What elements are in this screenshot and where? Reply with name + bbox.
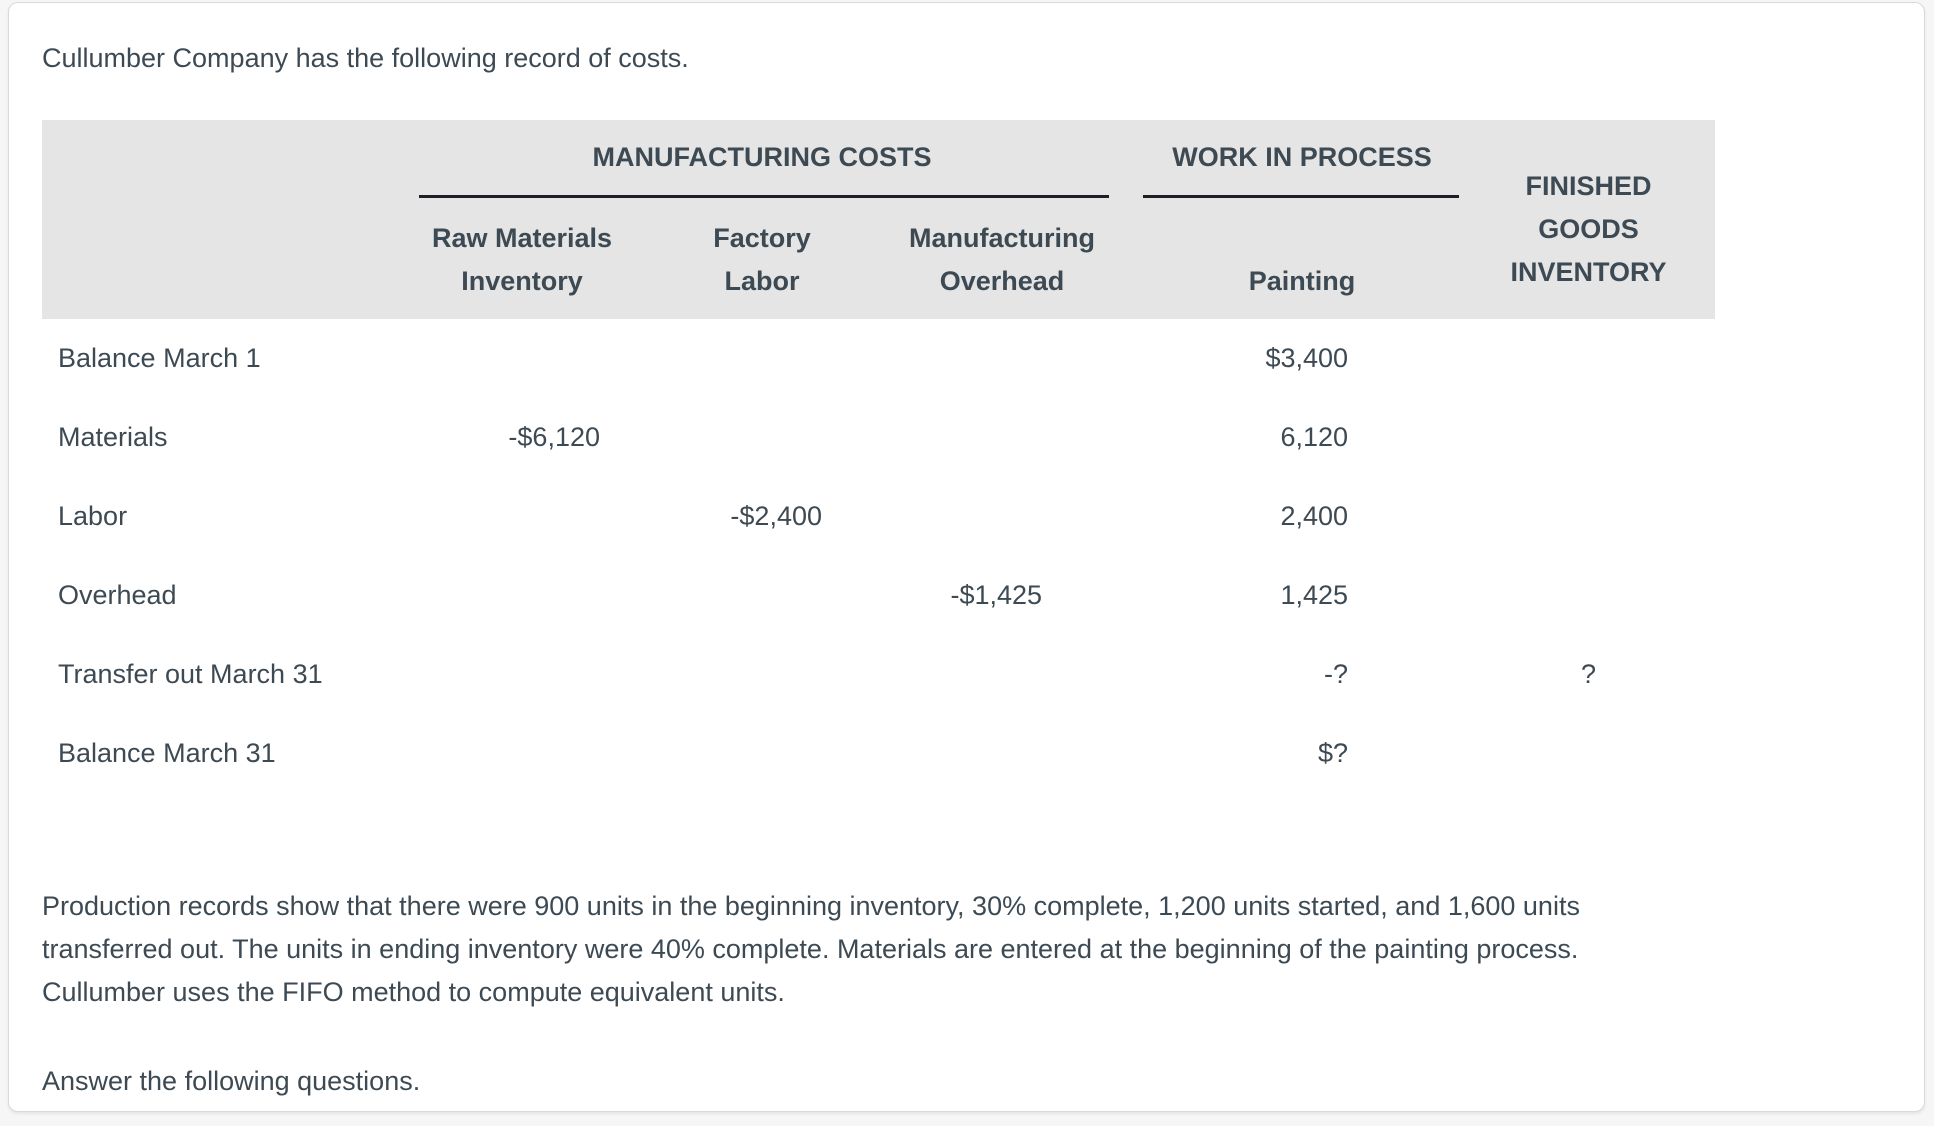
- table-row-materials: Materials -$6,120 6,120: [42, 398, 1716, 477]
- cell-painting: $?: [1142, 714, 1463, 793]
- table-row-balance-march-1: Balance March 1 $3,400: [42, 319, 1716, 398]
- table-row-transfer-out-march-31: Transfer out March 31 -? ?: [42, 635, 1716, 714]
- cell-finished-goods: [1462, 714, 1716, 793]
- costs-table-body: Balance March 1 $3,400 Materials -$6,120…: [42, 319, 1716, 793]
- column-header-row: Raw Materials Inventory Factory Labor Ma…: [42, 199, 1715, 319]
- header-group-work-in-process: WORK IN PROCESS: [1142, 120, 1463, 199]
- cell-finished-goods: [1462, 319, 1716, 398]
- cell-painting: -?: [1142, 635, 1463, 714]
- header-empty-corner: [42, 120, 382, 319]
- answer-prompt-text: Answer the following questions.: [42, 1066, 421, 1096]
- question-card: Cullumber Company has the following reco…: [8, 2, 1925, 1112]
- cell-overhead: -$1,425: [862, 556, 1143, 635]
- intro-text: Cullumber Company has the following reco…: [42, 43, 689, 73]
- header-manufacturing-overhead: Manufacturing Overhead: [862, 199, 1143, 319]
- work-in-process-label: WORK IN PROCESS: [1172, 142, 1432, 172]
- table-row-overhead: Overhead -$1,425 1,425: [42, 556, 1716, 635]
- header-group-manufacturing-costs: MANUFACTURING COSTS: [382, 120, 1143, 199]
- cell-painting: 2,400: [1142, 477, 1463, 556]
- header-painting: Painting: [1142, 199, 1463, 319]
- group-header-row: MANUFACTURING COSTS WORK IN PROCESS FINI…: [42, 120, 1716, 319]
- cell-factory-labor: [662, 319, 862, 398]
- row-label: Transfer out March 31: [42, 635, 382, 714]
- row-label: Balance March 1: [42, 319, 382, 398]
- cell-finished-goods: [1462, 556, 1716, 635]
- manufacturing-costs-label: MANUFACTURING COSTS: [592, 142, 932, 172]
- cell-painting: 6,120: [1142, 398, 1463, 477]
- row-label: Materials: [42, 398, 382, 477]
- cell-raw-materials: [382, 635, 662, 714]
- cell-finished-goods: ?: [1462, 635, 1716, 714]
- costs-table-header: MANUFACTURING COSTS WORK IN PROCESS FINI…: [42, 120, 1716, 319]
- table-row-balance-march-31: Balance March 31 $?: [42, 714, 1716, 793]
- cell-raw-materials: [382, 477, 662, 556]
- costs-table: MANUFACTURING COSTS WORK IN PROCESS FINI…: [42, 120, 1716, 793]
- cell-painting: $3,400: [1142, 319, 1463, 398]
- header-finished-goods-inventory: FINISHED GOODS INVENTORY: [1462, 120, 1716, 319]
- cell-finished-goods: [1462, 398, 1716, 477]
- row-label: Balance March 31: [42, 714, 382, 793]
- cell-factory-labor: [662, 556, 862, 635]
- cell-painting: 1,425: [1142, 556, 1463, 635]
- header-factory-labor: Factory Labor: [662, 199, 862, 319]
- cell-overhead: [862, 714, 1143, 793]
- header-raw-materials-inventory: Raw Materials Inventory: [382, 199, 662, 319]
- row-label: Labor: [42, 477, 382, 556]
- cell-factory-labor: [662, 635, 862, 714]
- cell-overhead: [862, 635, 1143, 714]
- table-row-labor: Labor -$2,400 2,400: [42, 477, 1716, 556]
- cell-overhead: [862, 477, 1143, 556]
- manufacturing-costs-underline: [419, 195, 1110, 198]
- cell-raw-materials: [382, 556, 662, 635]
- cell-finished-goods: [1462, 477, 1716, 556]
- cell-raw-materials: -$6,120: [382, 398, 662, 477]
- cell-factory-labor: [662, 398, 862, 477]
- cell-overhead: [862, 398, 1143, 477]
- production-records-text: Production records show that there were …: [42, 891, 1580, 1007]
- work-in-process-underline: [1143, 195, 1460, 198]
- cell-raw-materials: [382, 319, 662, 398]
- row-label: Overhead: [42, 556, 382, 635]
- cell-raw-materials: [382, 714, 662, 793]
- cell-factory-labor: -$2,400: [662, 477, 862, 556]
- cell-factory-labor: [662, 714, 862, 793]
- cell-overhead: [862, 319, 1143, 398]
